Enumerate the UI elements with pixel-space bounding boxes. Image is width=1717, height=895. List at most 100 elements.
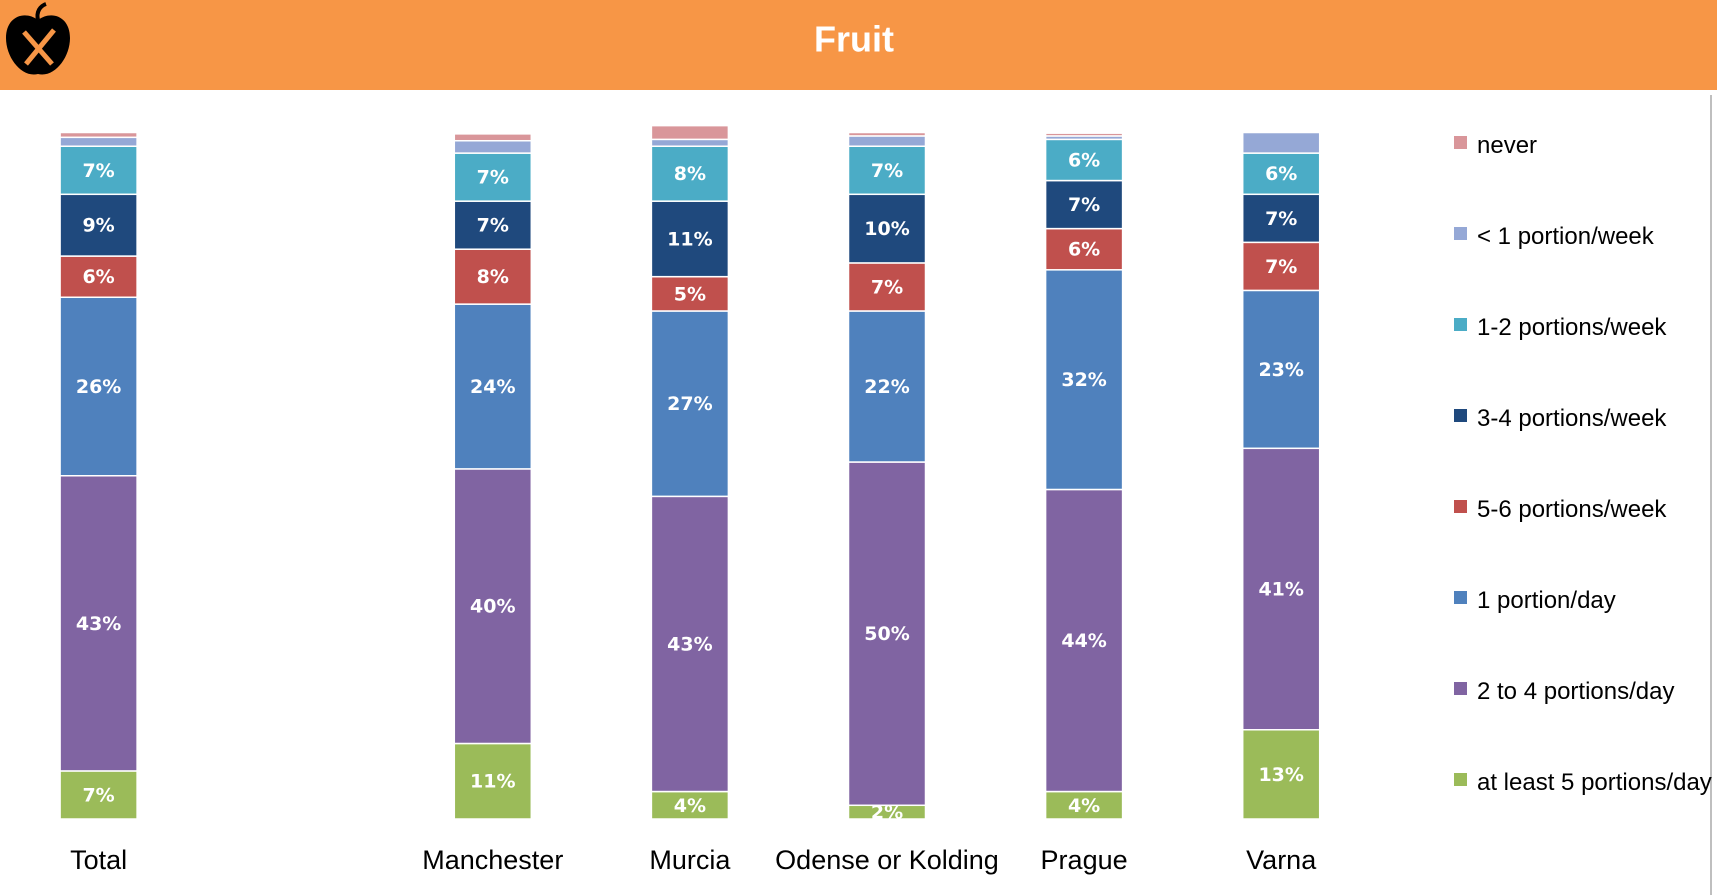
data-label: 7% <box>1265 256 1297 278</box>
bar-segment <box>453 133 533 142</box>
data-label: 2% <box>871 802 903 824</box>
bar-segment <box>1241 152 1321 196</box>
bar-segment <box>650 310 730 498</box>
bar-segment <box>650 124 730 141</box>
bar-segment <box>1241 193 1321 244</box>
data-label: 6% <box>1068 149 1100 171</box>
data-label: 44% <box>1061 630 1106 652</box>
data-label: 6% <box>1068 239 1100 261</box>
data-label: 5% <box>674 283 706 305</box>
header-bar <box>0 0 1717 90</box>
data-label: 43% <box>667 633 712 655</box>
data-label: 23% <box>1258 359 1303 381</box>
legend-label: 2 to 4 portions/day <box>1477 678 1675 705</box>
data-label: 27% <box>667 393 712 415</box>
data-label: 6% <box>1265 163 1297 185</box>
data-label: 4% <box>1068 795 1100 817</box>
data-label: 10% <box>864 218 909 240</box>
data-label: 32% <box>1061 369 1106 391</box>
data-label: 50% <box>864 623 909 645</box>
bar-segment <box>847 135 927 147</box>
x-tick-label: Murcia <box>649 845 731 875</box>
bar-segment <box>1044 488 1124 793</box>
bar-segment <box>847 310 927 463</box>
bar-segment <box>847 145 927 196</box>
bar-segment <box>1044 790 1124 820</box>
data-label: 8% <box>674 163 706 185</box>
bar-segment <box>1241 289 1321 450</box>
data-label: 7% <box>871 276 903 298</box>
legend-swatch <box>1454 409 1467 422</box>
legend-swatch <box>1454 591 1467 604</box>
data-label: 7% <box>1068 194 1100 216</box>
bar-segment <box>1241 131 1321 154</box>
data-label: 8% <box>477 266 509 288</box>
x-tick-label: Prague <box>1041 845 1128 875</box>
x-tick-label: Varna <box>1246 845 1317 875</box>
legend-label: < 1 portion/week <box>1477 223 1654 250</box>
bar-segment <box>1044 269 1124 491</box>
bar-segment <box>59 145 138 196</box>
bar-segment <box>1241 447 1321 731</box>
legend-label: 5-6 portions/week <box>1477 496 1667 523</box>
bar-segment <box>453 468 533 745</box>
chart-title: Fruit <box>814 19 894 60</box>
bar-segment <box>59 296 138 477</box>
x-tick-label: Odense or Kolding <box>775 845 999 875</box>
bar-segment <box>650 200 730 278</box>
bar-segment <box>59 131 138 139</box>
bar-segment <box>1241 729 1321 820</box>
bar-segment <box>847 193 927 264</box>
bar-segment <box>453 139 533 154</box>
legend-label: at least 5 portions/day <box>1477 769 1712 796</box>
legend-label: 1-2 portions/week <box>1477 314 1667 341</box>
data-label: 9% <box>82 215 114 237</box>
bar-segment <box>59 255 138 299</box>
data-label: 13% <box>1258 764 1303 786</box>
data-label: 11% <box>667 228 712 250</box>
bar-segment <box>59 136 138 147</box>
logo <box>6 2 70 75</box>
legend-swatch <box>1454 500 1467 513</box>
data-label: 7% <box>477 167 509 189</box>
data-label: 7% <box>82 160 114 182</box>
data-label: 43% <box>76 613 121 635</box>
data-label: 7% <box>82 784 114 806</box>
legend-label: 1 portion/day <box>1477 587 1616 614</box>
legend-swatch <box>1454 773 1467 786</box>
data-label: 41% <box>1258 579 1303 601</box>
legend-swatch <box>1454 318 1467 331</box>
bar-segment <box>59 193 138 257</box>
legend-label: 3-4 portions/week <box>1477 405 1667 432</box>
bar-segment <box>59 475 138 772</box>
bar-segment <box>650 790 730 820</box>
bar-segment <box>453 742 533 820</box>
bar-segment <box>650 495 730 793</box>
bar-segment <box>650 138 730 147</box>
bar-segment <box>1044 179 1124 230</box>
bar-segment <box>847 262 927 312</box>
legend-swatch <box>1454 136 1467 149</box>
bar-segment <box>650 145 730 202</box>
data-label: 22% <box>864 376 909 398</box>
data-label: 6% <box>82 266 114 288</box>
legend-swatch <box>1454 682 1467 695</box>
legend-label: never <box>1477 132 1538 159</box>
bar-segment <box>453 248 533 305</box>
data-label: 7% <box>871 160 903 182</box>
x-tick-label: Total <box>70 845 127 875</box>
bar-segment <box>650 275 730 312</box>
x-tick-label: Manchester <box>422 845 563 875</box>
bar-segment <box>847 131 927 137</box>
data-label: 7% <box>1265 208 1297 230</box>
data-label: 40% <box>470 596 515 618</box>
bar-segment <box>1044 132 1124 137</box>
data-label: 4% <box>674 795 706 817</box>
bar-segment <box>453 303 533 470</box>
data-label: 24% <box>470 376 515 398</box>
bar-segment <box>1044 227 1124 271</box>
data-label: 26% <box>76 376 121 398</box>
legend-swatch <box>1454 227 1467 240</box>
